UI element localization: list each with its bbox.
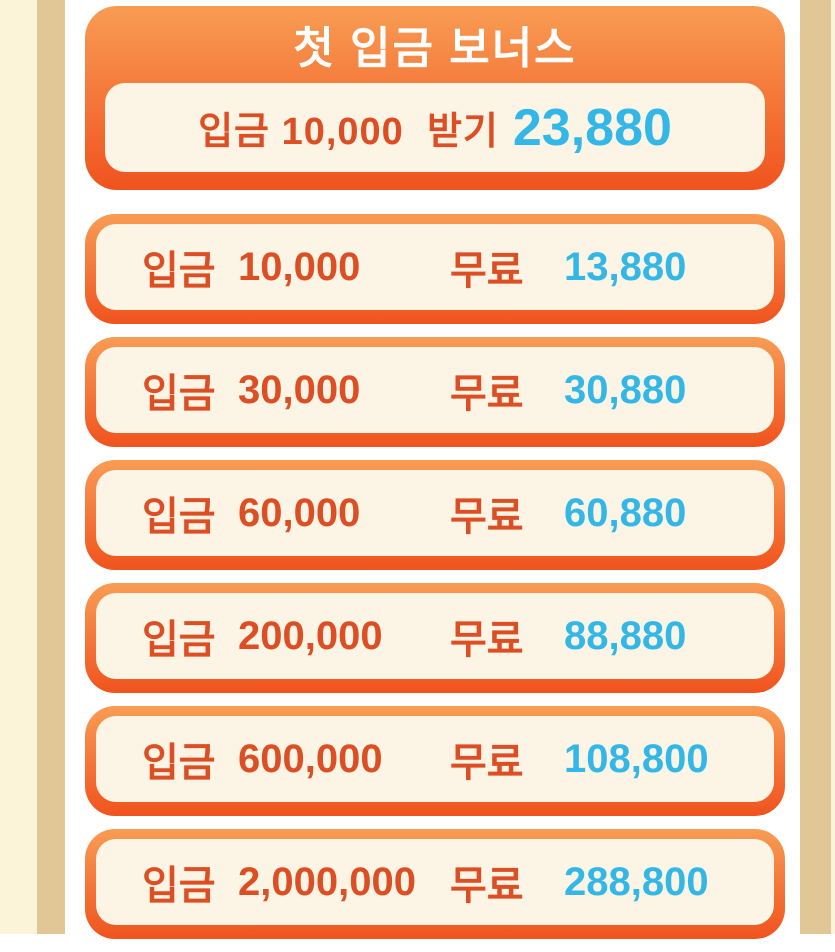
free-label: 무료	[450, 495, 524, 539]
featured-deposit-label: 입금	[198, 111, 271, 153]
free-label: 무료	[450, 372, 524, 416]
deposit-label: 입금	[142, 372, 216, 416]
bonus-value: 60,880	[564, 490, 687, 535]
tier-offer-button[interactable]: 입금 2,000,000 무료 288,800	[85, 829, 785, 939]
tier-offer-row: 입금 10,000 무료 13,880	[96, 224, 774, 310]
tier-offer-button[interactable]: 입금 200,000 무료 88,880	[85, 583, 785, 693]
bonus-value: 88,880	[564, 613, 687, 658]
featured-bonus-value: 23,880	[512, 98, 672, 157]
bonus-value: 30,880	[564, 367, 687, 412]
tier-list: 입금 10,000 무료 13,880 입금 30,000 무료 30,880 …	[85, 214, 785, 939]
featured-action-label: 받기	[426, 111, 499, 153]
deposit-amount: 10,000	[238, 244, 361, 289]
bonus-value: 288,800	[564, 859, 709, 904]
deposit-label: 입금	[142, 495, 216, 539]
tier-offer-row: 입금 600,000 무료 108,800	[96, 716, 774, 802]
free-label: 무료	[450, 249, 524, 293]
featured-offer-button[interactable]: 입금 10,000 받기 23,880	[105, 83, 765, 172]
bonus-panel: 첫 입금 보너스 입금 10,000 받기 23,880 입금 10,000 무…	[85, 6, 785, 952]
tier-offer-row: 입금 30,000 무료 30,880	[96, 347, 774, 433]
deposit-label: 입금	[142, 741, 216, 785]
free-label: 무료	[450, 864, 524, 908]
left-cream-strip	[0, 0, 37, 934]
deposit-label: 입금	[142, 864, 216, 908]
deposit-amount: 30,000	[238, 367, 361, 412]
right-tan-strip	[800, 0, 831, 934]
featured-deposit-amount: 10,000	[281, 111, 404, 153]
left-tan-strip	[37, 0, 65, 934]
tier-offer-button[interactable]: 입금 60,000 무료 60,880	[85, 460, 785, 570]
free-label: 무료	[450, 741, 524, 785]
deposit-label: 입금	[142, 618, 216, 662]
page-title: 첫 입금 보너스	[293, 24, 577, 73]
deposit-amount: 60,000	[238, 490, 361, 535]
first-deposit-bonus-card: 첫 입금 보너스 입금 10,000 받기 23,880	[85, 6, 785, 190]
free-label: 무료	[450, 618, 524, 662]
deposit-amount: 200,000	[238, 613, 383, 658]
deposit-label: 입금	[142, 249, 216, 293]
bonus-value: 108,800	[564, 736, 709, 781]
right-cream-strip	[831, 0, 835, 934]
deposit-amount: 600,000	[238, 736, 383, 781]
tier-offer-row: 입금 200,000 무료 88,880	[96, 593, 774, 679]
deposit-amount: 2,000,000	[238, 859, 416, 904]
tier-offer-button[interactable]: 입금 10,000 무료 13,880	[85, 214, 785, 324]
bonus-value: 13,880	[564, 244, 687, 289]
featured-offer-text: 입금 10,000 받기	[198, 100, 499, 155]
tier-offer-button[interactable]: 입금 30,000 무료 30,880	[85, 337, 785, 447]
tier-offer-row: 입금 60,000 무료 60,880	[96, 470, 774, 556]
tier-offer-button[interactable]: 입금 600,000 무료 108,800	[85, 706, 785, 816]
tier-offer-row: 입금 2,000,000 무료 288,800	[96, 839, 774, 925]
